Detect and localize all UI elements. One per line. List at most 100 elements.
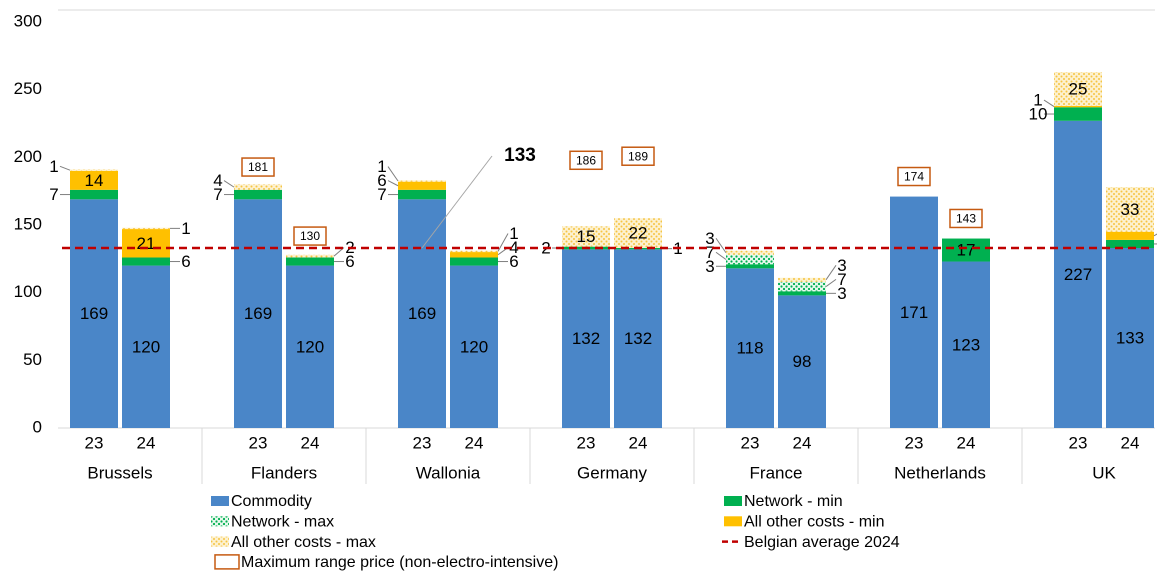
bar-segment: [122, 227, 170, 230]
group-label: Wallonia: [416, 463, 481, 482]
data-label: 4: [213, 171, 222, 190]
max-range-label: 186: [576, 153, 596, 167]
data-label: 132: [624, 329, 652, 348]
max-range-box: [897, 166, 931, 187]
group-label: Netherlands: [894, 463, 986, 482]
y-tick-label: 0: [33, 417, 42, 436]
bar-segment: [778, 295, 826, 428]
bar-segment: [234, 184, 282, 190]
max-range-box: [949, 208, 983, 229]
data-label: 118: [736, 339, 763, 358]
data-label: 133: [1116, 328, 1144, 347]
bar-segment: [1054, 107, 1102, 121]
x-tick-label: 24: [1121, 433, 1140, 452]
data-label: 3: [705, 257, 714, 276]
legend-label: All other costs - min: [744, 514, 884, 531]
data-label: 3: [837, 256, 846, 275]
max-range-box: [621, 146, 655, 166]
leader-line: [715, 251, 727, 260]
leader-line: [421, 155, 493, 249]
x-tick-label: 24: [793, 433, 812, 452]
bar-segment: [450, 250, 498, 253]
max-range-label: 130: [300, 229, 320, 243]
y-tick-label: 50: [23, 350, 42, 369]
data-label: 98: [793, 352, 812, 371]
data-label: 6: [181, 252, 190, 271]
group-label: Flanders: [251, 463, 317, 482]
x-tick-label: 23: [741, 433, 760, 452]
bar-segment: [70, 199, 118, 428]
data-label: 21: [137, 234, 156, 253]
data-label: 120: [132, 337, 160, 356]
bar-segment: [398, 181, 446, 190]
bar-segment: [122, 229, 170, 258]
max-range-label: 174: [904, 170, 924, 184]
data-label: 4: [509, 238, 518, 257]
data-label: 10: [1029, 105, 1048, 124]
bar-segment: [234, 189, 282, 200]
bar-segment: [398, 180, 446, 182]
bar-segment: [234, 199, 282, 428]
bar-segment: [890, 196, 938, 428]
bar-segment: [1054, 120, 1102, 428]
bar-segment: [286, 257, 334, 266]
data-label: 169: [244, 304, 272, 323]
x-tick-label: 23: [1069, 433, 1088, 452]
x-tick-label: 24: [137, 433, 156, 452]
bar-segment: [726, 268, 774, 428]
leader-line: [1153, 233, 1157, 237]
data-label: 14: [85, 171, 104, 190]
data-label: 227: [1064, 265, 1092, 284]
max-range-box: [569, 150, 603, 171]
leader-line: [715, 237, 727, 254]
bar-segment: [450, 252, 498, 258]
bar-segment: [614, 249, 662, 428]
legend-swatch: [211, 536, 229, 547]
bar-segment: [286, 254, 334, 258]
data-label: 123: [952, 335, 980, 354]
bar-segment: [70, 169, 118, 171]
x-tick-label: 23: [577, 433, 596, 452]
y-tick-label: 100: [14, 282, 42, 301]
data-label: 25: [1069, 79, 1088, 98]
y-tick-label: 200: [14, 147, 42, 166]
bar-segment: [1106, 187, 1154, 232]
bar-segment: [778, 291, 826, 296]
bar-segment: [70, 170, 118, 190]
data-label: 132: [572, 329, 600, 348]
data-label: 6: [509, 252, 518, 271]
data-label: 7: [377, 185, 386, 204]
legend-swatch: [724, 496, 742, 506]
x-tick-label: 24: [629, 433, 648, 452]
group-label: Brussels: [87, 463, 152, 482]
data-label: 169: [408, 304, 436, 323]
data-label: 6: [377, 171, 386, 190]
leader-line: [59, 165, 71, 171]
data-label: 15: [577, 227, 596, 246]
legend-label: All other costs - max: [231, 534, 376, 551]
group-label: Germany: [577, 463, 647, 482]
data-label: 3: [837, 284, 846, 303]
group-label: UK: [1092, 463, 1116, 482]
data-label: 6: [345, 252, 354, 271]
bar-segment: [450, 257, 498, 266]
y-tick-label: 250: [14, 79, 42, 98]
bar-segment: [726, 250, 774, 255]
data-label: 7: [837, 270, 846, 289]
bar-segment: [286, 265, 334, 428]
legend-swatch: [724, 516, 742, 527]
legend-label: Maximum range price (non-electro-intensi…: [241, 554, 558, 571]
data-label: 1: [377, 157, 386, 176]
data-label: 120: [460, 337, 488, 356]
bar-segment: [778, 281, 826, 292]
leader-line: [825, 265, 837, 281]
data-label: 169: [80, 304, 108, 323]
leader-line: [387, 166, 399, 182]
bar-segment: [122, 257, 170, 266]
bar-segment: [562, 249, 610, 428]
bar-segment: [942, 261, 990, 428]
leader-line: [223, 180, 235, 188]
bar-segment: [398, 199, 446, 428]
bar-segment: [562, 226, 610, 247]
bar-segment: [726, 264, 774, 269]
